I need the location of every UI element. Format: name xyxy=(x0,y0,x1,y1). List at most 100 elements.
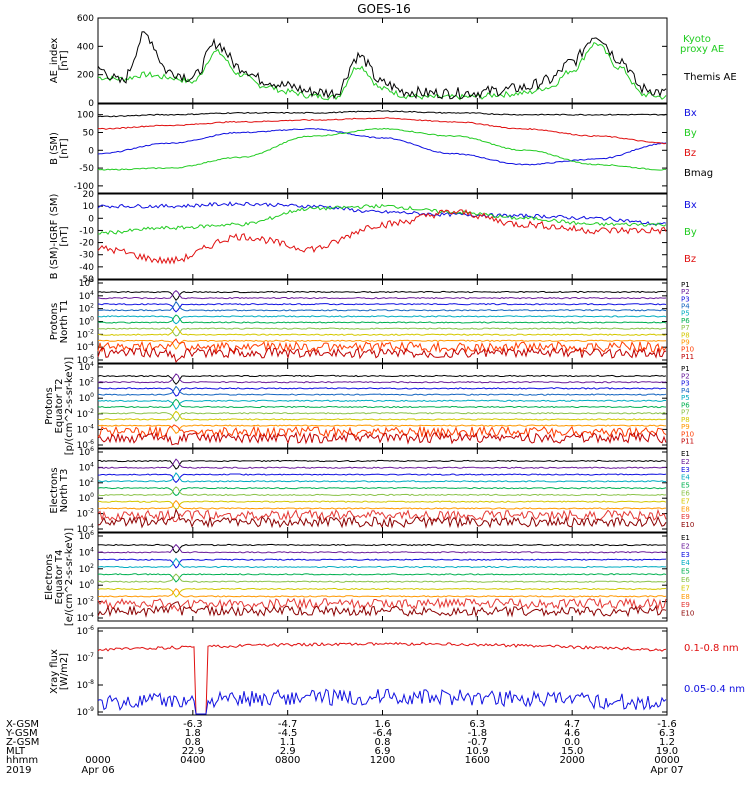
protons-t1-panel-ytick-label: 102 xyxy=(79,303,94,315)
electrons-t3-panel-channel-E10 xyxy=(97,508,667,529)
bsm-series-2 xyxy=(97,117,667,145)
xray-series-long xyxy=(97,641,667,715)
protons-t2-panel-channel-P11 xyxy=(97,431,667,446)
footer-cell: 0000 xyxy=(654,755,679,766)
footer-cell: 6.3 xyxy=(659,728,675,739)
footer-cell: 1.1 xyxy=(280,737,296,748)
xray-panel-ylabel: [W/m2] xyxy=(59,653,70,690)
bsm-panel-ylabel: B (SM) xyxy=(49,132,60,165)
electrons-t3-panel-channel-E9 xyxy=(97,508,667,523)
protons-t2-panel-channel-P6 xyxy=(97,398,667,409)
xray-panel-ytick-label: 10-6 xyxy=(77,625,95,637)
dbsm-panel-ytick-label: 20 xyxy=(83,190,95,200)
footer-row-label: MLT xyxy=(6,746,26,757)
dbsm-series-1 xyxy=(97,203,667,235)
bsm-series-3 xyxy=(97,110,667,118)
protons-t2-panel-channel-P9 xyxy=(97,424,667,434)
footer-cell: 0400 xyxy=(180,755,205,766)
footer-cell: -6.3 xyxy=(183,719,203,730)
protons-t2-panel-channel-P7 xyxy=(97,412,667,422)
protons-t1-panel-ytick-label: 106 xyxy=(79,277,94,289)
electrons-t3-panel-channel-E6 xyxy=(97,486,667,497)
footer-cell: 6.3 xyxy=(469,719,485,730)
protons-t2-panel-channel-P10 xyxy=(97,424,667,439)
dbsm-legend-0: Bx xyxy=(684,200,697,211)
electrons-t3-panel-channel-E7 xyxy=(98,500,667,510)
protons-t2-panel-channel-P2 xyxy=(97,373,667,384)
footer-cell: 0.0 xyxy=(564,737,580,748)
protons-t2-panel-channel-P5 xyxy=(97,399,667,411)
footer-row-label: Y-GSM xyxy=(5,728,38,739)
dbsm-panel-ytick-label: -20 xyxy=(79,239,94,249)
protons-t2-panel-ytick-label: 102 xyxy=(79,377,94,389)
ae-series-0 xyxy=(97,41,667,101)
bsm-panel-ytick-label: -50 xyxy=(79,164,94,174)
bsm-series-0 xyxy=(97,128,667,166)
protons-t1-panel-legend-P11: P11 xyxy=(681,353,694,361)
footer-cell: -6.4 xyxy=(373,728,393,739)
ae-series-1 xyxy=(97,31,667,100)
footer-cell: Apr 07 xyxy=(650,765,683,776)
ae-panel-ytick-label: 400 xyxy=(77,42,94,52)
xray-panel-ytick-label: 10-8 xyxy=(77,679,95,691)
footer-cell: -4.5 xyxy=(278,728,298,739)
protons-t2-panel-legend-P11: P11 xyxy=(681,438,694,446)
protons-t1-panel-channel-P7 xyxy=(97,327,667,337)
protons-t1-panel-channel-P11 xyxy=(97,346,667,364)
protons-t2-panel-legend-P8: P8 xyxy=(681,416,690,424)
electrons-t4-panel-ytick-label: 10-2 xyxy=(77,596,95,608)
electrons-t3-panel-channel-E3 xyxy=(97,473,667,484)
bsm-legend-2: Bz xyxy=(684,148,696,159)
footer-cell: 1.2 xyxy=(659,737,675,748)
protons-t1-panel-legend-P4: P4 xyxy=(681,303,690,311)
footer-cell: -4.7 xyxy=(278,719,298,730)
protons-t1-panel-legend-P10: P10 xyxy=(681,346,694,354)
electrons-t4-panel-channel-E8 xyxy=(98,588,667,598)
protons-t2-panel-legend-P4: P4 xyxy=(681,387,690,395)
electrons-t3-panel-legend-E1: E1 xyxy=(681,450,690,458)
ae-legend-kyoto: Kyoto xyxy=(683,34,711,45)
footer-cell: 4.6 xyxy=(564,728,580,739)
bsm-panel-frame xyxy=(97,103,668,194)
protons-t2-panel-ylabel-group: Protons Equator T2 [p/(cm^2-s-sr-keV)] xyxy=(44,357,75,456)
dbsm-series-0 xyxy=(97,201,667,226)
footer-cell: 0000 xyxy=(85,755,110,766)
dbsm-panel-ytick-label: -50 xyxy=(79,275,94,285)
footer-cell: 15.0 xyxy=(561,746,583,757)
footer-cell: 0.8 xyxy=(375,737,391,748)
electrons-t4-panel-legend-E5: E5 xyxy=(681,568,690,576)
dbsm-panel-ytick-label: 0 xyxy=(88,214,94,224)
electrons-t4-panel-ylabel: [e/(cm^2-s-sr-keV)] xyxy=(64,528,75,626)
xray-series-short xyxy=(97,688,667,715)
electrons-t4-panel-legend-E6: E6 xyxy=(681,576,690,584)
electrons-t4-panel-ytick-label: 104 xyxy=(79,546,94,558)
electrons-t4-panel-ylabel: Electrons xyxy=(44,554,55,600)
figure-title: GOES-16 xyxy=(357,2,411,16)
xray-panel-ytick-label: 10-7 xyxy=(77,652,95,664)
footer-cell: 2.9 xyxy=(280,746,296,757)
footer-cell: 1.6 xyxy=(375,719,391,730)
protons-t1-panel-channel-P3 xyxy=(97,303,667,313)
electrons-t4-panel-ylabel: Equator T4 xyxy=(54,550,65,605)
protons-t1-panel-channel-P10 xyxy=(97,338,667,354)
footer-cell: 4.7 xyxy=(564,719,580,730)
bsm-panel-ylabel-group: B (SM) [nT] xyxy=(49,132,70,165)
protons-t2-panel-ytick-label: 104 xyxy=(79,361,94,373)
electrons-t4-panel-ylabel-group: Electrons Equator T4 [e/(cm^2-s-sr-keV)] xyxy=(44,528,75,626)
protons-t2-panel-channel-P8 xyxy=(97,410,667,421)
electrons-t3-panel-legend-E3: E3 xyxy=(681,466,690,474)
footer-cell: -1.6 xyxy=(657,719,677,730)
protons-t1-panel-legend-P5: P5 xyxy=(681,310,690,318)
bsm-panel-ylabel: [nT] xyxy=(59,138,70,158)
protons-t1-panel-ylabel-group: Protons North T1 xyxy=(49,300,70,344)
ae-legend-themis: Themis AE xyxy=(683,72,737,83)
protons-t2-panel-ylabel: Equator T2 xyxy=(54,379,65,434)
electrons-t3-panel-legend-E4: E4 xyxy=(681,474,690,482)
electrons-t4-panel-legend-E4: E4 xyxy=(681,559,690,567)
protons-t1-panel-ytick-label: 10-2 xyxy=(77,328,95,340)
footer-row-label: hhmm xyxy=(6,755,38,766)
electrons-t3-panel-legend-E2: E2 xyxy=(681,458,690,466)
protons-t2-panel-ylabel: Protons xyxy=(44,387,55,424)
ae-panel-ylabel: AE_index xyxy=(49,38,60,84)
